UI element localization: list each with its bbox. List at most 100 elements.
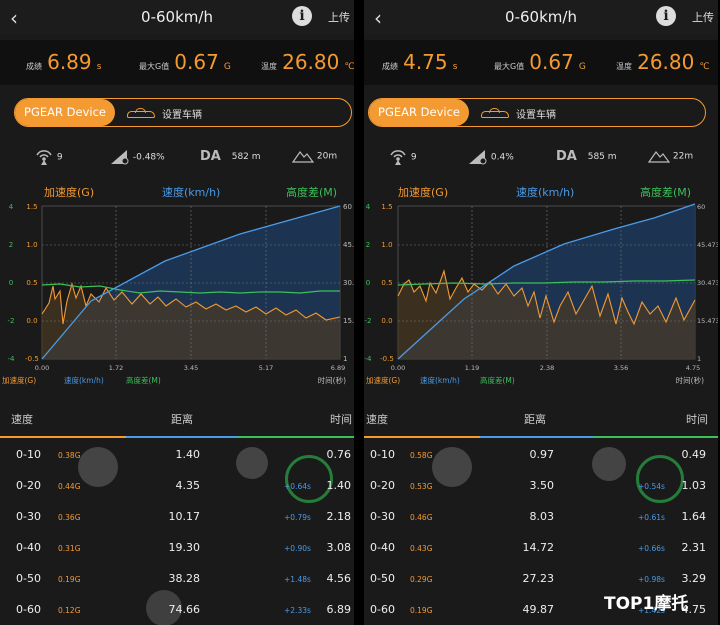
row-distance: 49.87 (522, 603, 555, 616)
x-tick: 0.00 (35, 364, 49, 372)
row-g: 0.58G (410, 451, 433, 460)
info-icon[interactable]: i (292, 6, 312, 26)
col-speed: 速度 (11, 413, 33, 426)
row-g: 0.29G (410, 575, 433, 584)
row-distance: 10.17 (168, 510, 201, 523)
table-row: 0-40 0.43G 14.72 +0.66s 2.31 (364, 533, 718, 563)
row-g: 0.46G (410, 513, 433, 522)
maxg-label: 最大G值 (139, 62, 170, 71)
row-delta: +0.79s (284, 513, 311, 522)
x-axis-unit: 时间(秒) (676, 375, 704, 385)
score-value: 6.89 (47, 50, 92, 74)
table-row: 0-20 0.44G 4.35 +0.64s 1.40 (0, 471, 354, 501)
score-unit: s (96, 62, 102, 72)
satellite-icon (390, 150, 406, 165)
info-icon[interactable]: i (656, 6, 676, 26)
accel-tick: -0.5 (380, 355, 394, 363)
x-tick: 3.45 (184, 364, 198, 372)
row-g: 0.12G (58, 606, 81, 615)
legend-altitude: 高度差(M) (126, 375, 161, 385)
row-range: 0-20 (370, 479, 395, 492)
performance-chart: 4 2 0 -2 -4 1.5 1.0 0.5 0.0 -0.5 60 45. … (2, 203, 354, 385)
table-row: 0-40 0.31G 19.30 +0.90s 3.08 (0, 533, 354, 563)
x-tick: 4.75 (686, 364, 700, 372)
chevron-left-icon[interactable]: ‹ (374, 6, 382, 30)
speed-tick: 45. (343, 241, 354, 249)
left-tick: -2 (8, 317, 15, 325)
device-segment: PGEAR Device 设置车辆 (368, 98, 706, 127)
accel-tick: 1.5 (381, 203, 392, 211)
elevation-value: 20m (316, 151, 338, 162)
temp-label: 温度 (261, 62, 277, 71)
left-tick: 2 (366, 241, 370, 249)
maxg-label: 最大G值 (494, 62, 525, 71)
table-row: 0-60 0.19G 49.87 +1.42s 4.75 (364, 595, 718, 625)
speed-axis-label: 速度(km/h) (162, 186, 221, 199)
table-row: 0-50 0.19G 38.28 +1.48s 4.56 (0, 564, 354, 594)
speed-tick: 1 (343, 355, 347, 363)
left-tick: -4 (8, 355, 16, 363)
watermark-stamp (636, 455, 684, 503)
row-delta: +0.90s (284, 544, 311, 553)
page-title: 0-60km/h (141, 8, 213, 26)
watermark-stamp (146, 590, 182, 625)
environment-row: 9 0.4% DA 585 m 22m (364, 143, 718, 173)
x-tick: 6.89 (331, 364, 345, 372)
row-distance: 19.30 (168, 541, 201, 554)
satellite-count: 9 (56, 152, 63, 163)
stats-bar: 成绩 4.75 s 最大G值 0.67 G 温度 26.80 ℃ (364, 40, 718, 85)
row-time: 1.03 (681, 479, 707, 492)
row-g: 0.36G (58, 513, 81, 522)
environment-row: 9 -0.48% DA 582 m 20m (0, 143, 354, 173)
upload-button[interactable]: 上传 (328, 11, 350, 24)
row-delta: +0.98s (638, 575, 665, 584)
col-speed: 速度 (366, 413, 388, 426)
x-tick: 1.72 (109, 364, 123, 372)
row-g: 0.38G (58, 451, 81, 460)
mountain-icon (648, 150, 670, 163)
row-time: 0.49 (681, 448, 707, 461)
legend-accel: 加速度(G) (2, 375, 36, 385)
da-label: DA (200, 149, 221, 164)
row-distance: 4.35 (175, 479, 201, 492)
left-tick: 0 (366, 279, 370, 287)
row-time: 6.89 (326, 603, 352, 616)
row-distance: 27.23 (522, 572, 555, 585)
left-tick: -2 (365, 317, 372, 325)
row-range: 0-60 (16, 603, 41, 616)
row-range: 0-50 (370, 572, 395, 585)
car-icon (481, 108, 509, 118)
maxg-value: 0.67 (529, 50, 574, 74)
chevron-left-icon[interactable]: ‹ (10, 6, 18, 30)
legend-accel: 加速度(G) (366, 375, 400, 385)
satellite-icon (36, 150, 52, 165)
x-tick: 5.17 (259, 364, 273, 372)
slope-value: -0.48% (132, 152, 165, 163)
row-g: 0.43G (410, 544, 433, 553)
score-value: 4.75 (403, 50, 448, 74)
maxg-stat: 最大G值 0.67 G (139, 50, 231, 74)
upload-button[interactable]: 上传 (692, 11, 714, 24)
left-tick: 4 (9, 203, 14, 211)
row-time: 4.56 (326, 572, 352, 585)
device-tab[interactable]: PGEAR Device (15, 99, 115, 126)
row-distance: 14.72 (522, 541, 555, 554)
temp-stat: 温度 26.80 ℃ (261, 50, 354, 74)
table-row: 0-50 0.29G 27.23 +0.98s 3.29 (364, 564, 718, 594)
accel-tick: 1.0 (26, 241, 37, 249)
x-tick: 3.56 (614, 364, 628, 372)
slope-stat: -0.48% (110, 149, 165, 165)
device-tab[interactable]: PGEAR Device (369, 99, 469, 126)
row-g: 0.19G (410, 606, 433, 615)
satellite-count: 9 (410, 152, 417, 163)
legend-speed: 速度(km/h) (420, 375, 460, 385)
row-time: 1.40 (326, 479, 352, 492)
score-label: 成绩 (382, 62, 398, 71)
vehicle-setting-tab[interactable]: 设置车辆 (162, 110, 202, 121)
table-row: 0-10 0.58G 0.97 0.49 (364, 440, 718, 470)
row-time: 1.64 (681, 510, 707, 523)
score-stat: 成绩 4.75 s (382, 50, 457, 74)
speed-tick: 15. (343, 317, 354, 325)
row-range: 0-30 (370, 510, 395, 523)
vehicle-setting-tab[interactable]: 设置车辆 (516, 110, 556, 121)
